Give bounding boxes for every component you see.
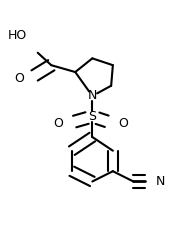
Text: O: O (14, 72, 24, 85)
Text: N: N (156, 175, 165, 188)
Text: S: S (88, 110, 96, 123)
Text: N: N (88, 89, 97, 103)
Text: O: O (53, 117, 63, 130)
Text: HO: HO (7, 29, 27, 42)
Text: O: O (118, 117, 128, 130)
